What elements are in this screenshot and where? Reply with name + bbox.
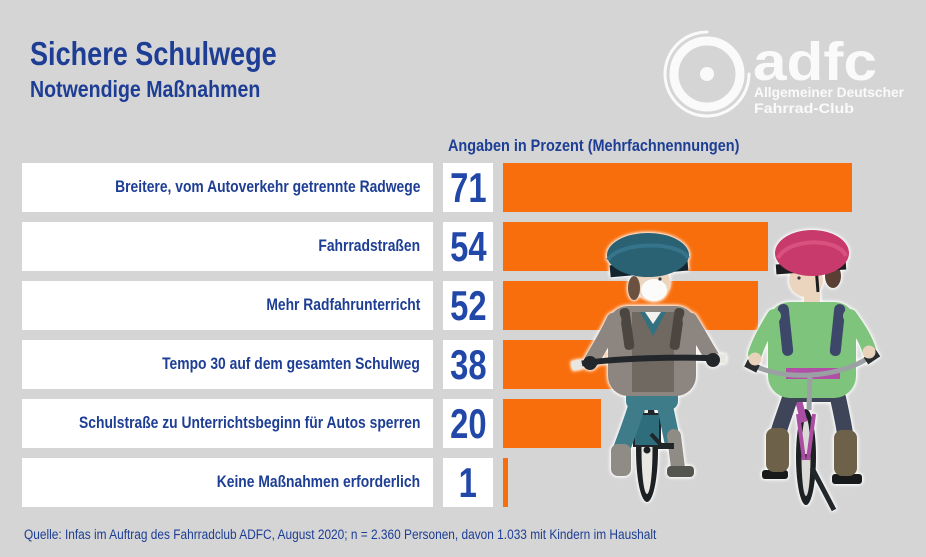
bar-value: 54: [449, 222, 487, 270]
measure-label-box: Tempo 30 auf dem gesamten Schulweg: [22, 340, 433, 389]
chart-row: Keine Maßnahmen erforderlich 1: [22, 458, 852, 507]
bar-value: 1: [458, 458, 478, 506]
bar: [503, 399, 601, 448]
measure-label-box: Fahrradstraßen: [22, 222, 433, 271]
measure-label-box: Breitere, vom Autoverkehr getrennte Radw…: [22, 163, 433, 212]
value-box: 52: [443, 281, 493, 330]
title-block: Sichere Schulwege Notwendige Maßnahmen: [30, 35, 331, 102]
measure-label: Keine Maßnahmen erforderlich: [216, 473, 420, 491]
bar: [503, 458, 508, 507]
measure-label: Schulstraße zu Unterrichtsbeginn für Aut…: [78, 414, 420, 432]
bar-value: 20: [449, 399, 487, 447]
chart-row: Fahrradstraßen 54: [22, 222, 852, 271]
value-box: 20: [443, 399, 493, 448]
value-box: 71: [443, 163, 493, 212]
value-box: 1: [443, 458, 493, 507]
bicycle-wheel-icon: [663, 30, 751, 118]
page-title: Sichere Schulwege: [30, 35, 277, 72]
measure-label: Fahrradstraßen: [318, 237, 420, 255]
bar-value: 38: [449, 340, 487, 388]
measure-label: Mehr Radfahrunterricht: [265, 296, 420, 314]
logo-wordmark: adfc: [753, 32, 877, 92]
children-cycling-illustration: [571, 230, 881, 512]
bar-value: 71: [449, 163, 487, 211]
logo-tagline-line1: Allgemeiner Deutscher: [754, 84, 905, 100]
chart-units-header: Angaben in Prozent (Mehrfachnennungen): [448, 136, 740, 155]
measure-label: Tempo 30 auf dem gesamten Schulweg: [162, 355, 420, 373]
cyclist-left-icon: [571, 233, 727, 502]
bar-value: 52: [449, 281, 487, 329]
chart-rows: Breitere, vom Autoverkehr getrennte Radw…: [22, 163, 852, 507]
measure-label-box: Schulstraße zu Unterrichtsbeginn für Aut…: [22, 399, 433, 448]
logo-tagline-line2: Fahrrad-Club: [754, 100, 854, 116]
bar: [503, 163, 852, 212]
cyclist-right-icon: [744, 230, 881, 512]
measure-label-box: Mehr Radfahrunterricht: [22, 281, 433, 330]
page-subtitle: Notwendige Maßnahmen: [30, 75, 261, 102]
measure-label: Breitere, vom Autoverkehr getrennte Radw…: [114, 178, 420, 196]
value-box: 38: [443, 340, 493, 389]
chart-row: Schulstraße zu Unterrichtsbeginn für Aut…: [22, 399, 852, 448]
adfc-logo: adfc Allgemeiner Deutscher Fahrrad-Club: [663, 30, 905, 118]
chart-row: Breitere, vom Autoverkehr getrennte Radw…: [22, 163, 852, 212]
value-box: 54: [443, 222, 493, 271]
source-note: Quelle: Infas im Auftrag des Fahrradclub…: [24, 527, 657, 542]
measure-label-box: Keine Maßnahmen erforderlich: [22, 458, 433, 507]
